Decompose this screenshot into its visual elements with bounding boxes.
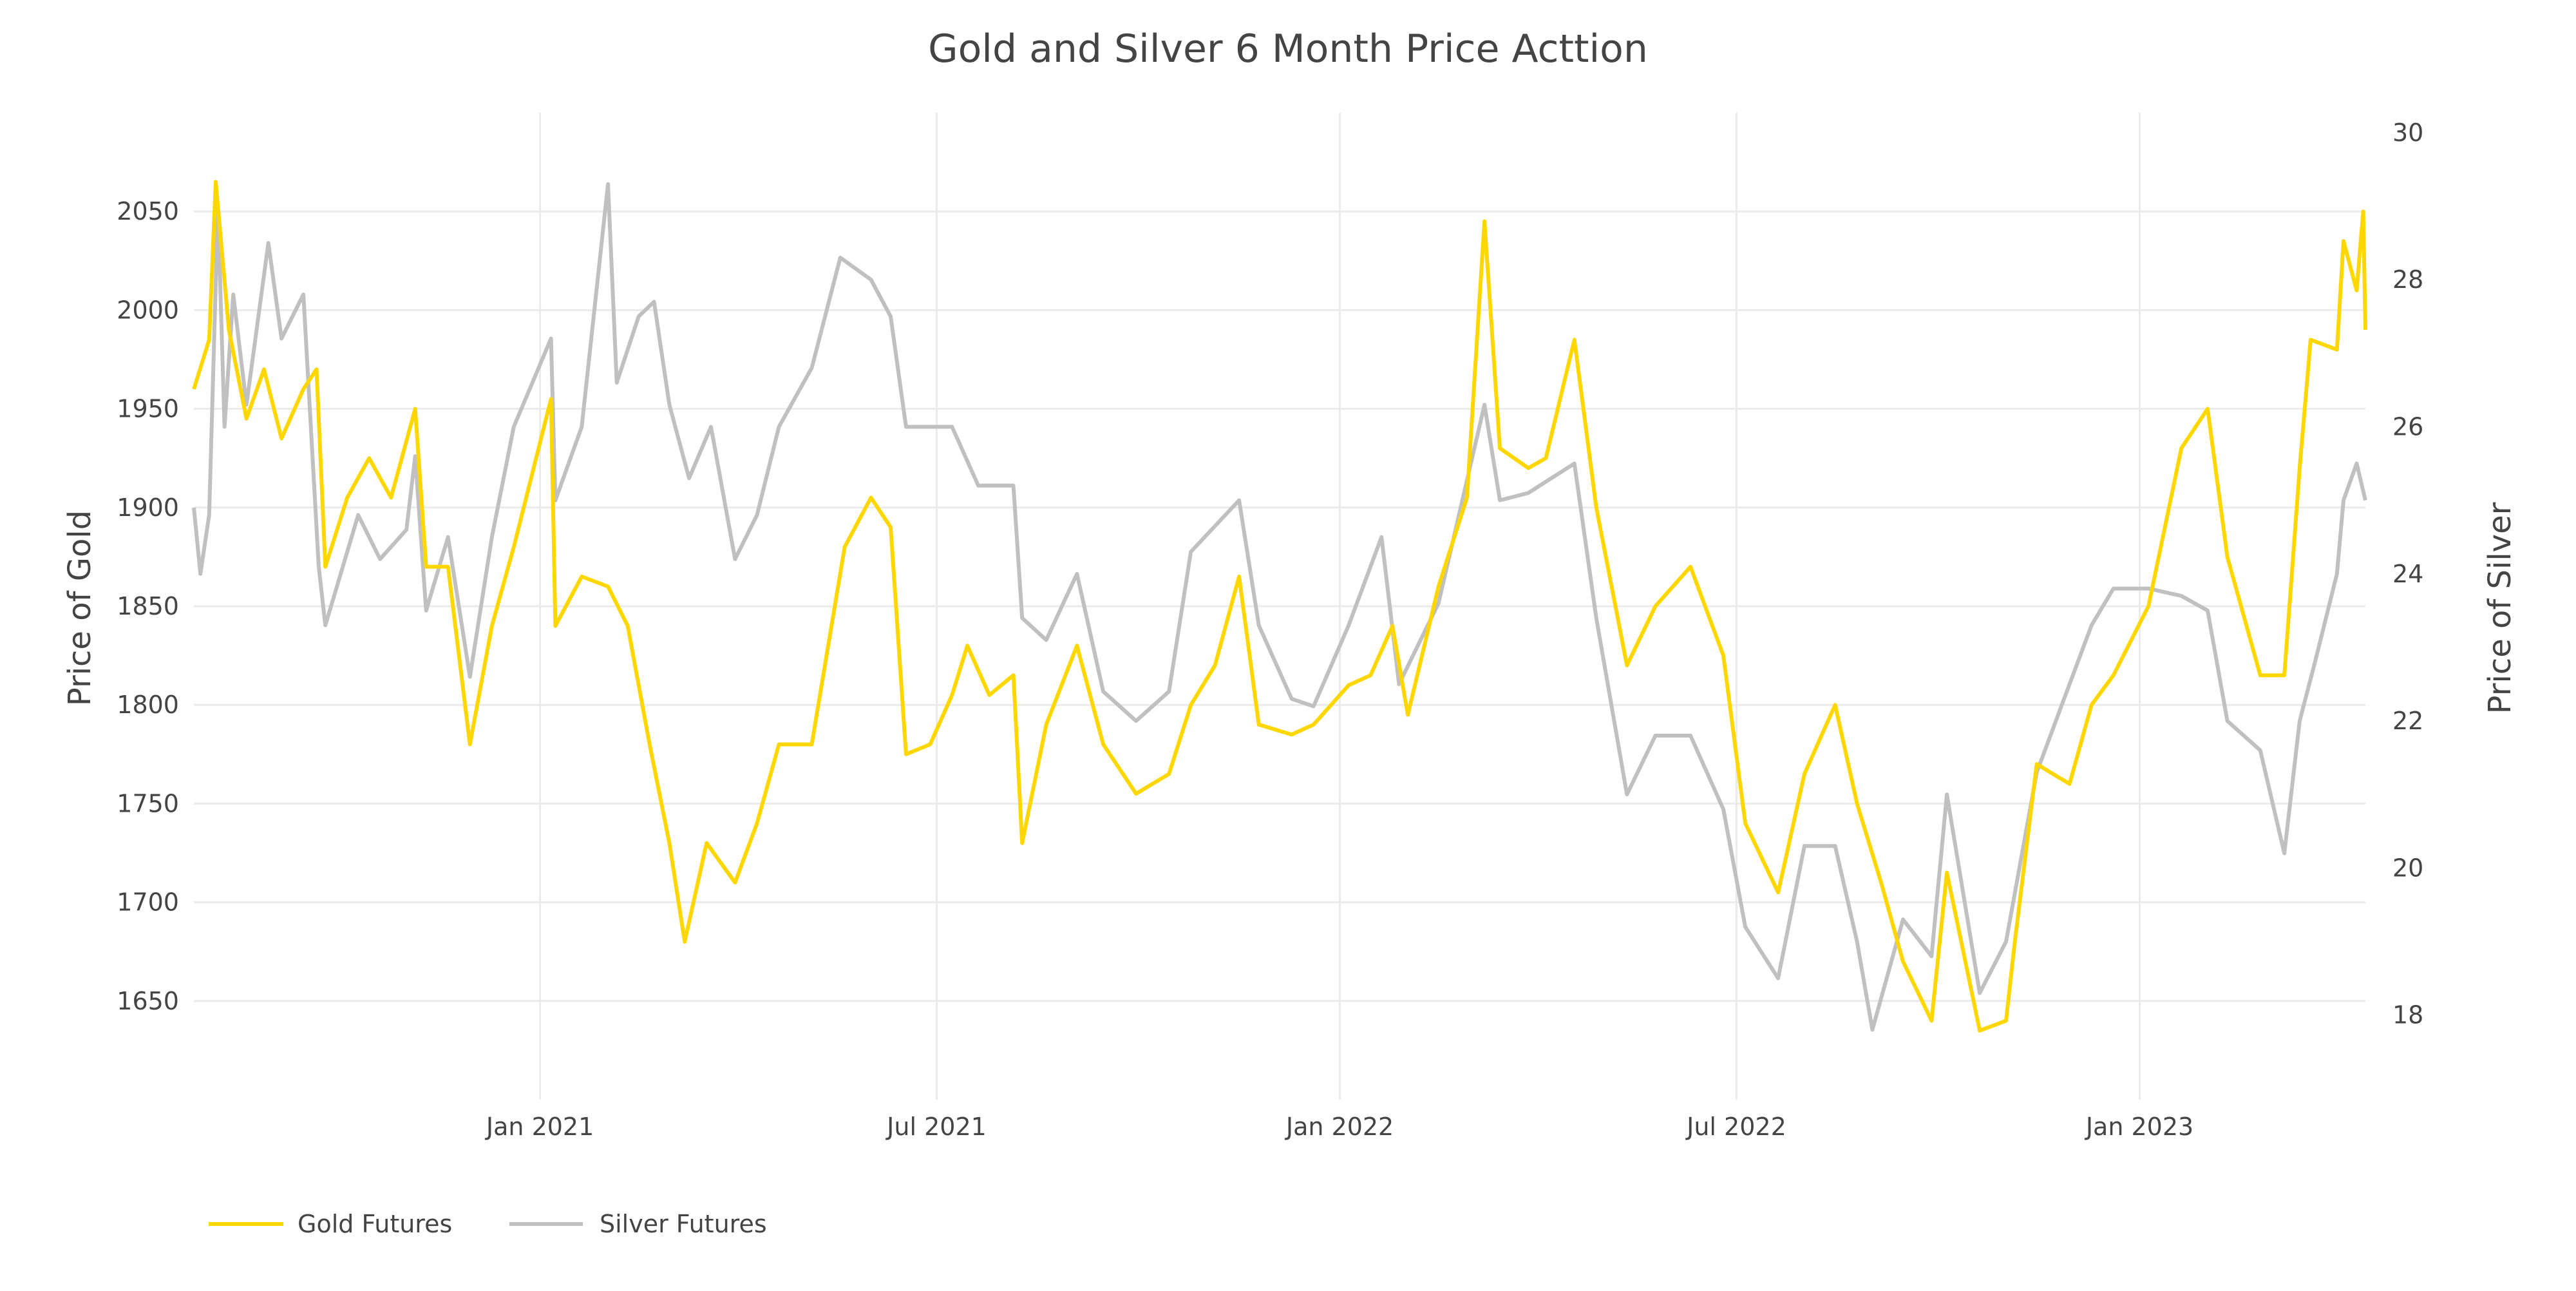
x-tick-label: Jan 2022 — [1285, 1113, 1394, 1141]
y-tick-label: 1900 — [117, 493, 179, 522]
gridlines — [194, 113, 2365, 1100]
x-tick-label: Jul 2022 — [1685, 1113, 1786, 1141]
gold-futures-line — [192, 180, 2367, 1033]
y-axis-ticks: 1650 1700 1750 1800 1850 1900 1950 2000 2050 — [117, 197, 179, 1015]
y2-axis-ticks: 18 20 22 24 26 28 30 — [2392, 119, 2423, 1029]
y-tick-label: 1700 — [117, 888, 179, 917]
x-axis-ticks: Jan 2021 Jul 2021 Jan 2022 Jul 2022 Jan 2023 — [485, 1113, 2193, 1141]
y-tick-label: 1650 — [117, 987, 179, 1015]
x-tick-label: Jul 2021 — [886, 1113, 987, 1141]
x-tick-label: Jan 2021 — [485, 1113, 594, 1141]
y2-tick-label: 24 — [2392, 560, 2423, 588]
y2-axis-title: Price of Silver — [2482, 502, 2518, 714]
chart-title: Gold and Silver 6 Month Price Acttion — [928, 26, 1648, 72]
y-axis-title: Price of Gold — [62, 510, 98, 706]
silver-futures-line — [192, 182, 2367, 1032]
y2-tick-label: 18 — [2392, 1001, 2423, 1029]
y2-tick-label: 30 — [2392, 119, 2423, 147]
legend-label-gold: Gold Futures — [298, 1210, 452, 1238]
series-lines — [192, 180, 2367, 1033]
legend-label-silver: Silver Futures — [600, 1210, 767, 1238]
y-tick-label: 2000 — [117, 296, 179, 324]
y2-tick-label: 28 — [2392, 265, 2423, 294]
legend-item-silver[interactable]: Silver Futures — [509, 1210, 767, 1238]
y-tick-label: 1800 — [117, 691, 179, 719]
y-tick-label: 1950 — [117, 395, 179, 423]
y-tick-label: 1850 — [117, 592, 179, 620]
y2-tick-label: 26 — [2392, 412, 2423, 441]
y2-tick-label: 22 — [2392, 707, 2423, 735]
x-tick-label: Jan 2023 — [2085, 1113, 2193, 1141]
legend: Gold Futures Silver Futures — [209, 1210, 767, 1238]
y-tick-label: 2050 — [117, 197, 179, 225]
y2-tick-label: 20 — [2392, 854, 2423, 882]
y-tick-label: 1750 — [117, 789, 179, 818]
legend-item-gold[interactable]: Gold Futures — [209, 1210, 452, 1238]
